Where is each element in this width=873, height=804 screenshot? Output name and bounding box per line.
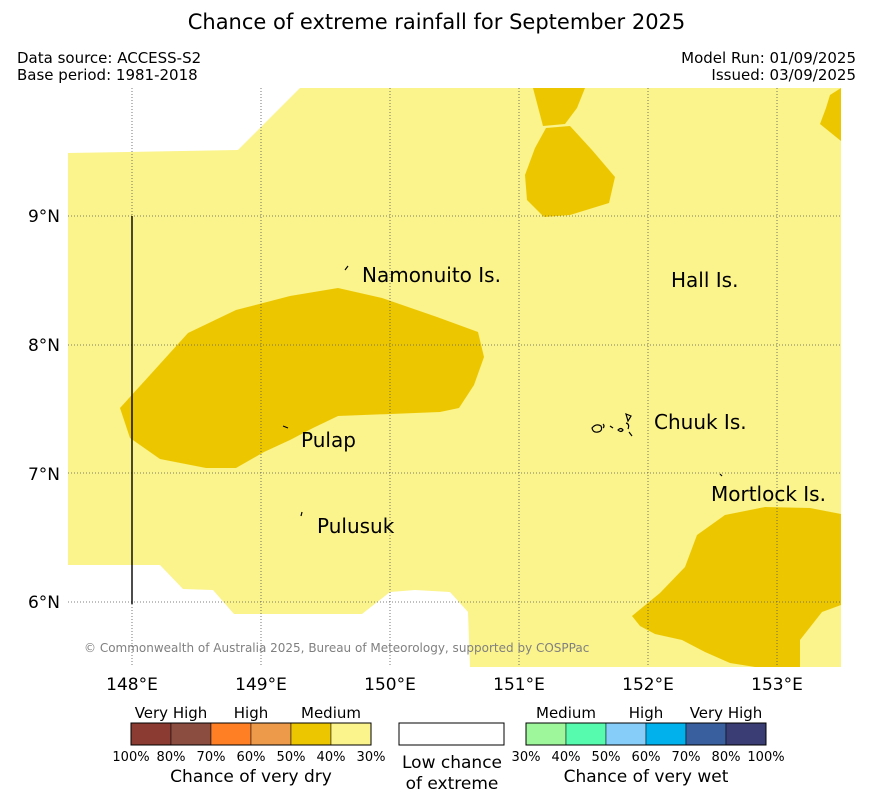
legend-wet-swatch-3: [605, 722, 647, 746]
lon-label-148e: 148°E: [106, 675, 158, 695]
legend-dry-tick: 40%: [317, 750, 346, 765]
base-period-text: Base period: 1981-2018: [17, 66, 198, 84]
legend-dry-cat-very-high: Very High: [135, 704, 208, 722]
legend-neutral-label-line2: of extreme: [406, 774, 499, 794]
legend-wet: Medium High Very High 30% 40% 50% 60% 70…: [512, 704, 785, 787]
island-outlines: [282, 265, 723, 517]
legend-dry-tick: 80%: [157, 750, 186, 765]
legend-wet-cat-very-high: Very High: [690, 704, 763, 722]
legend-dry-swatch-4: [250, 722, 292, 746]
model-run-text: Model Run: 01/09/2025: [681, 49, 856, 67]
legend-neutral-swatch: [398, 722, 505, 746]
dry-40-50-region-west: [120, 288, 484, 468]
lat-label-9n: 9°N: [28, 207, 60, 227]
place-label-chuuk: Chuuk Is.: [654, 410, 747, 434]
legend-wet-tick: 30%: [512, 750, 541, 765]
legend-wet-swatch-5: [685, 722, 727, 746]
lat-label-7n: 7°N: [28, 465, 60, 485]
island-mortlock-outline: [719, 473, 723, 477]
island-pulap-outline: [282, 425, 289, 429]
island-pulusuk-outline: [300, 511, 303, 517]
data-source-text: Data source: ACCESS-S2: [17, 49, 202, 67]
map-title: Chance of extreme rainfall for September…: [187, 10, 686, 34]
legend-wet-swatch-2: [565, 722, 607, 746]
legend-dry-tick: 100%: [112, 750, 149, 765]
legend-dry: Very High High Medium 100% 80% 70% 60% 5…: [112, 704, 385, 787]
legend-wet-tick: 80%: [712, 750, 741, 765]
dry-40-50-region-northeast: [820, 88, 841, 141]
legend-dry-tick: 60%: [237, 750, 266, 765]
legend-wet-cat-high: High: [629, 704, 663, 722]
lon-label-153e: 153°E: [751, 675, 803, 695]
legend-wet-tick: 50%: [592, 750, 621, 765]
legend-wet-tick: 60%: [632, 750, 661, 765]
legend-wet-tick: 40%: [552, 750, 581, 765]
place-label-pulap: Pulap: [301, 428, 356, 452]
legend-dry-border: [130, 722, 372, 746]
legend-wet-border: [525, 722, 767, 746]
dry-40-50-region-north-lobe-b: [525, 126, 615, 217]
legend-wet-label: Chance of very wet: [564, 767, 729, 787]
legend-dry-label: Chance of very dry: [170, 767, 332, 787]
legend-neutral: Low chance of extreme: [398, 722, 505, 794]
copyright-text: © Commonwealth of Australia 2025, Bureau…: [84, 641, 589, 655]
legend-neutral-label-line1: Low chance: [402, 753, 502, 773]
legend-dry-swatch-5: [290, 722, 332, 746]
lon-label-149e: 149°E: [235, 675, 287, 695]
lon-label-152e: 152°E: [622, 675, 674, 695]
place-label-hall: Hall Is.: [671, 268, 738, 292]
dry-40-50-region-north-lobe-a: [533, 88, 585, 126]
legend-dry-swatch-3: [210, 722, 252, 746]
legend-dry-swatch-1: [130, 722, 172, 746]
legend-wet-tick: 100%: [747, 750, 784, 765]
lon-gridlines: [131, 88, 778, 667]
legend-dry-swatch-2: [170, 722, 212, 746]
legend-dry-tick: 30%: [357, 750, 386, 765]
lat-label-8n: 8°N: [28, 336, 60, 356]
legend-dry-tick: 50%: [277, 750, 306, 765]
legend-dry-cat-medium: Medium: [301, 704, 361, 722]
place-label-namonuito: Namonuito Is.: [362, 263, 501, 287]
lon-labels: 148°E 149°E 150°E 151°E 152°E 153°E: [106, 675, 803, 695]
legend-dry-cat-high: High: [234, 704, 268, 722]
place-label-pulusuk: Pulusuk: [317, 514, 395, 538]
place-labels: Namonuito Is. Hall Is. Pulap Chuuk Is. M…: [301, 263, 826, 538]
island-namonuito-outline: [344, 265, 349, 271]
lon-label-151e: 151°E: [493, 675, 545, 695]
legend-dry-swatch-6: [330, 722, 372, 746]
map-panel: [68, 88, 841, 667]
lon-label-150e: 150°E: [364, 675, 416, 695]
issued-text: Issued: 03/09/2025: [711, 66, 856, 84]
dry-40-50-region-southeast: [632, 507, 841, 667]
lat-labels: 9°N 8°N 7°N 6°N: [28, 207, 60, 613]
legend-wet-swatch-6: [725, 722, 767, 746]
lat-label-6n: 6°N: [28, 593, 60, 613]
legend-wet-swatch-4: [645, 722, 687, 746]
legend-wet-tick: 70%: [672, 750, 701, 765]
legend-wet-swatch-1: [525, 722, 567, 746]
island-chuuk-outline: [591, 412, 633, 437]
place-label-mortlock: Mortlock Is.: [711, 482, 826, 506]
legend-dry-tick: 70%: [197, 750, 226, 765]
legend-wet-cat-medium: Medium: [536, 704, 596, 722]
